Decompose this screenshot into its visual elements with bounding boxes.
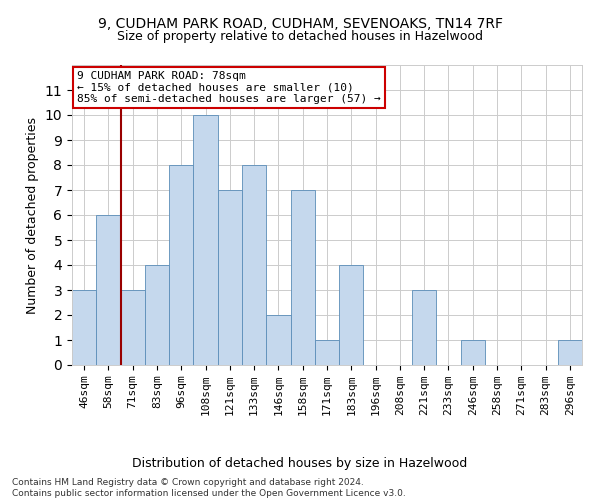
Text: Distribution of detached houses by size in Hazelwood: Distribution of detached houses by size … <box>133 458 467 470</box>
Bar <box>339 265 364 365</box>
Text: 9 CUDHAM PARK ROAD: 78sqm
← 15% of detached houses are smaller (10)
85% of semi-: 9 CUDHAM PARK ROAD: 78sqm ← 15% of detac… <box>77 71 381 104</box>
Bar <box>461 340 485 365</box>
Bar <box>96 215 121 365</box>
Bar <box>558 340 582 365</box>
Text: Contains HM Land Registry data © Crown copyright and database right 2024.
Contai: Contains HM Land Registry data © Crown c… <box>12 478 406 498</box>
Bar <box>145 265 169 365</box>
Bar <box>412 290 436 365</box>
Bar <box>242 165 266 365</box>
Bar <box>169 165 193 365</box>
Y-axis label: Number of detached properties: Number of detached properties <box>26 116 39 314</box>
Bar <box>315 340 339 365</box>
Bar <box>290 190 315 365</box>
Text: 9, CUDHAM PARK ROAD, CUDHAM, SEVENOAKS, TN14 7RF: 9, CUDHAM PARK ROAD, CUDHAM, SEVENOAKS, … <box>97 18 503 32</box>
Bar <box>121 290 145 365</box>
Bar <box>72 290 96 365</box>
Bar <box>193 115 218 365</box>
Text: Size of property relative to detached houses in Hazelwood: Size of property relative to detached ho… <box>117 30 483 43</box>
Bar <box>266 315 290 365</box>
Bar <box>218 190 242 365</box>
